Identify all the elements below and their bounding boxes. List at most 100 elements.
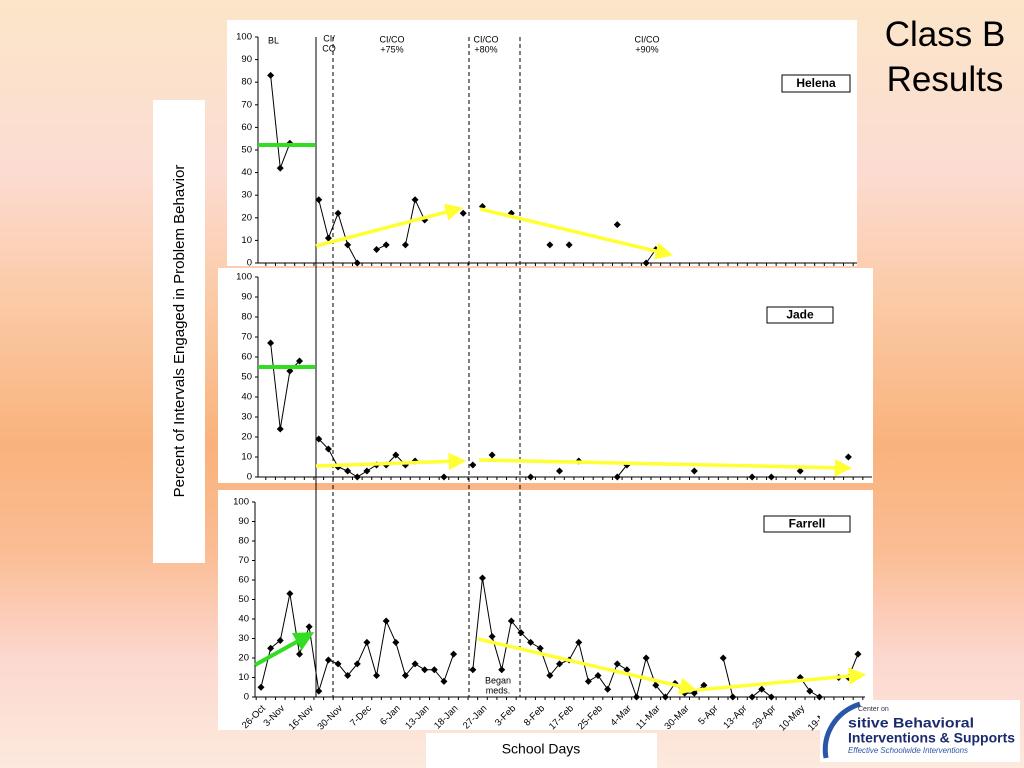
trend-lines bbox=[254, 143, 867, 695]
data-point bbox=[642, 259, 650, 267]
phase-label: CI/ bbox=[323, 33, 335, 43]
y-tick-label: 10 bbox=[238, 672, 249, 683]
data-point bbox=[315, 687, 323, 695]
data-point bbox=[373, 245, 381, 253]
panel-title: Farrell bbox=[789, 517, 826, 531]
y-tick-label: 80 bbox=[238, 536, 249, 547]
y-tick-label: 90 bbox=[238, 516, 249, 527]
data-point bbox=[440, 473, 448, 481]
y-tick-label: 30 bbox=[241, 412, 252, 423]
data-point bbox=[305, 623, 313, 631]
y-tick-label: 50 bbox=[241, 145, 252, 156]
data-point bbox=[767, 473, 775, 481]
data-point bbox=[324, 234, 332, 242]
data-point bbox=[411, 660, 419, 668]
y-tick-label: 100 bbox=[233, 497, 249, 508]
data-point bbox=[286, 367, 294, 375]
y-tick-label: 40 bbox=[238, 614, 249, 625]
data-point bbox=[584, 677, 592, 685]
data-point bbox=[430, 666, 438, 674]
data-point bbox=[344, 467, 352, 475]
panel-background bbox=[227, 20, 857, 266]
data-point bbox=[469, 666, 477, 674]
data-point bbox=[363, 638, 371, 646]
data-point bbox=[613, 221, 621, 229]
data-point bbox=[796, 467, 804, 475]
trend-arrow bbox=[478, 458, 853, 477]
y-tick-label: 50 bbox=[238, 594, 249, 605]
y-tick-label: 30 bbox=[241, 190, 252, 201]
data-point bbox=[324, 445, 332, 453]
data-point bbox=[257, 683, 265, 691]
trend-arrow bbox=[696, 667, 867, 692]
data-point bbox=[469, 461, 477, 469]
phase-label: CI/CO bbox=[634, 34, 659, 44]
phase-label: CI/CO bbox=[473, 34, 498, 44]
data-point bbox=[613, 660, 621, 668]
data-point bbox=[315, 435, 323, 443]
name-box bbox=[781, 74, 851, 93]
data-point bbox=[565, 241, 573, 249]
data-point bbox=[844, 453, 852, 461]
y-tick-label: 40 bbox=[241, 392, 252, 403]
name-box bbox=[766, 306, 834, 324]
data-point bbox=[767, 693, 775, 701]
data-point bbox=[276, 425, 284, 433]
y-tick-label: 20 bbox=[241, 432, 252, 443]
data-point bbox=[276, 636, 284, 644]
y-tick-label: 10 bbox=[241, 235, 252, 246]
data-point bbox=[324, 656, 332, 664]
y-tick-label: 90 bbox=[241, 54, 252, 65]
data-point bbox=[854, 650, 862, 658]
data-point bbox=[661, 693, 669, 701]
y-tick-label: 40 bbox=[241, 167, 252, 178]
y-tick-label: 60 bbox=[241, 352, 252, 363]
data-point bbox=[353, 259, 361, 267]
data-point bbox=[363, 467, 371, 475]
data-point bbox=[527, 638, 535, 646]
data-point bbox=[392, 451, 400, 459]
data-point bbox=[411, 196, 419, 204]
data-point bbox=[373, 672, 381, 680]
y-tick-label: 60 bbox=[241, 122, 252, 133]
data-point bbox=[344, 241, 352, 249]
y-tick-label: 30 bbox=[238, 633, 249, 644]
logo-text: sitive Behavioral bbox=[848, 715, 974, 731]
data-point bbox=[546, 672, 554, 680]
y-tick-label: 20 bbox=[238, 653, 249, 664]
y-tick-label: 10 bbox=[241, 452, 252, 463]
data-point bbox=[604, 685, 612, 693]
phase-label: CO bbox=[322, 43, 336, 53]
data-point bbox=[392, 638, 400, 646]
x-axis-label: School Days bbox=[502, 741, 581, 757]
y-tick-label: 60 bbox=[238, 575, 249, 586]
data-point bbox=[498, 666, 506, 674]
data-point bbox=[815, 693, 823, 701]
y-tick-label: 0 bbox=[247, 472, 252, 483]
y-axis-label: Percent of Intervals Engaged in Problem … bbox=[171, 165, 188, 498]
data-point bbox=[334, 209, 342, 217]
data-point bbox=[296, 650, 304, 658]
phase-label: +80% bbox=[474, 44, 497, 54]
data-point bbox=[353, 473, 361, 481]
data-point bbox=[286, 590, 294, 598]
data-point bbox=[594, 672, 602, 680]
y-tick-label: 80 bbox=[241, 312, 252, 323]
data-point bbox=[623, 666, 631, 674]
data-point bbox=[652, 681, 660, 689]
data-point bbox=[758, 685, 766, 693]
phase-label: BL bbox=[268, 35, 279, 45]
data-point bbox=[700, 681, 708, 689]
y-tick-label: 0 bbox=[247, 258, 252, 269]
data-point bbox=[719, 654, 727, 662]
data-point bbox=[315, 196, 323, 204]
data-point bbox=[334, 660, 342, 668]
phase-label: Began bbox=[485, 675, 511, 685]
data-point bbox=[353, 660, 361, 668]
data-point bbox=[556, 660, 563, 668]
data-point bbox=[276, 164, 284, 172]
data-point bbox=[527, 473, 535, 481]
x-label-box bbox=[426, 733, 657, 768]
panel-title: Jade bbox=[786, 308, 814, 322]
